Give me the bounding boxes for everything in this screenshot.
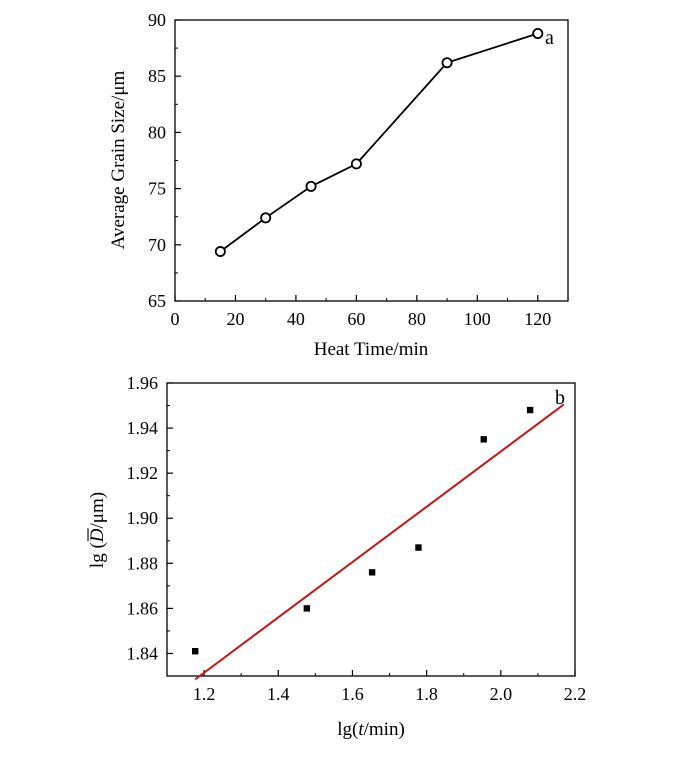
chart-a-data-point	[305, 180, 317, 192]
chart-b-panel-label: b	[555, 387, 565, 409]
chart-a-data-point	[214, 246, 226, 258]
chart-a-y-tick-label: 85	[148, 66, 166, 86]
chart-a-data-points	[214, 27, 544, 258]
chart-a-x-tick-label: 100	[464, 309, 491, 329]
chart-b-data-point	[526, 406, 534, 414]
chart-b-y-tick-label: 1.84	[127, 643, 159, 663]
chart-a-y-axis-title: Average Grain Size/μm	[108, 70, 129, 249]
chart-b-y-tick-label: 1.94	[127, 418, 159, 438]
chart-a-y-tick-label: 75	[148, 179, 166, 199]
chart-a-x-tick-label: 120	[524, 309, 551, 329]
chart-a-axis-ticks: 0 20 40 60 80 100 120 65 70 75 80 85 90	[148, 10, 551, 329]
chart-a-data-point	[260, 212, 272, 224]
chart-a-x-tick-label: 60	[347, 309, 365, 329]
chart-a-data-point	[532, 27, 544, 39]
chart-b-x-tick-label: 2.2	[564, 684, 587, 704]
chart-b-x-axis-title-prefix: lg(	[337, 719, 358, 740]
chart-a-series-path	[219, 32, 539, 253]
chart-b-data-point	[191, 648, 199, 655]
chart-b-y-tick-label: 1.86	[127, 598, 159, 618]
chart-b-y-tick-label: 1.88	[127, 553, 159, 573]
chart-b-y-axis-title-prefix: lg (	[87, 542, 108, 568]
chart-a-x-tick-label: 0	[171, 309, 180, 329]
chart-b-fit-path	[194, 403, 565, 681]
chart-a-x-tick-label: 80	[408, 309, 426, 329]
chart-b-x-axis-title: lg(t/min)	[337, 719, 405, 740]
chart-b-data-point	[368, 569, 376, 576]
chart-a-x-tick-label: 20	[226, 309, 244, 329]
chart-b-plot-frame	[166, 382, 576, 677]
chart-b-fit-line	[194, 403, 565, 681]
chart-a-y-tick-label: 90	[148, 10, 166, 30]
chart-b-x-tick-label: 1.8	[415, 684, 438, 704]
chart-a-panel-label: a	[545, 27, 554, 49]
chart-b-x-tick-label: 1.4	[267, 684, 290, 704]
chart-a-x-axis-title: Heat Time/min	[314, 339, 429, 360]
chart-b-data-point	[480, 436, 487, 443]
chart-b-y-axis-title-group: lg (D/μm)	[87, 492, 108, 568]
chart-a-y-tick-label: 70	[148, 235, 166, 255]
chart-b-y-tick-label: 1.92	[127, 463, 159, 483]
chart-a-data-point	[350, 158, 362, 170]
chart-a: 0 20 40 60 80 100 120 65 70 75 80 85 90 a Heat Time/…	[108, 10, 569, 360]
chart-b-axis-ticks: 1.2 1.4 1.6 1.8 2.0 2.2 1.84 1.86 1.88 1.90 1.92 1.…	[127, 373, 587, 704]
chart-b-x-tick-label: 2.0	[490, 684, 513, 704]
chart-a-data-point	[441, 57, 453, 69]
chart-b-data-point	[303, 605, 311, 612]
chart-b-x-tick-label: 1.2	[193, 684, 216, 704]
chart-b-x-axis-title-suffix: /min)	[364, 719, 405, 740]
chart-a-x-tick-label: 40	[287, 309, 305, 329]
chart-b-x-tick-label: 1.6	[341, 684, 364, 704]
chart-b-y-tick-label: 1.96	[127, 373, 159, 393]
chart-b-y-axis-title-variable: D	[87, 528, 108, 543]
chart-b-y-tick-label: 1.90	[127, 508, 159, 528]
chart-b-x-axis-title-variable: t	[358, 719, 364, 740]
chart-a-y-tick-label: 80	[148, 122, 166, 142]
chart-a-plot-frame	[174, 19, 569, 302]
chart-b: 1.2 1.4 1.6 1.8 2.0 2.2 1.84 1.86 1.88 1.90 1.92 1.…	[87, 373, 586, 740]
chart-b-y-axis-title-suffix: /μm)	[87, 492, 108, 529]
chart-b-data-points	[191, 406, 534, 655]
chart-a-y-tick-label: 65	[148, 291, 166, 311]
chart-b-y-axis-title: lg (D/μm)	[87, 492, 108, 568]
chart-b-data-point	[415, 544, 422, 551]
chart-a-series-line	[219, 32, 539, 253]
